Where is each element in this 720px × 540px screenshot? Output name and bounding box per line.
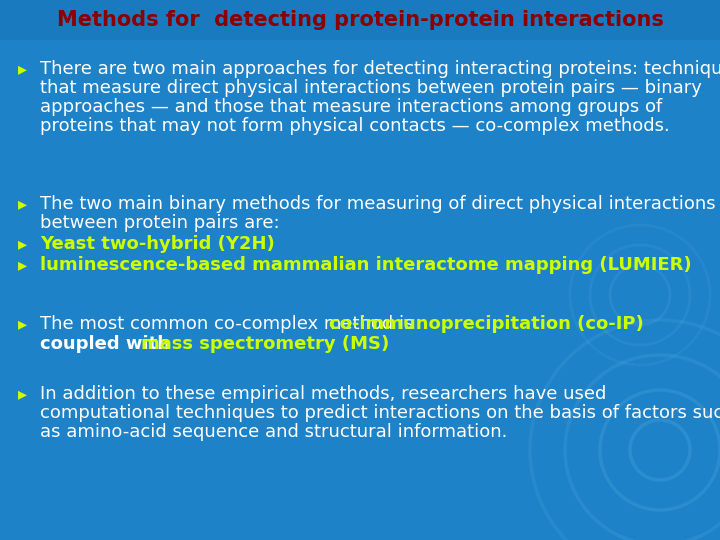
Text: The most common co-complex method is: The most common co-complex method is — [40, 315, 419, 333]
Text: coupled with: coupled with — [40, 335, 176, 353]
Text: that measure direct physical interactions between protein pairs — binary: that measure direct physical interaction… — [40, 79, 702, 97]
Text: computational techniques to predict interactions on the basis of factors such: computational techniques to predict inte… — [40, 404, 720, 422]
Text: between protein pairs are:: between protein pairs are: — [40, 214, 279, 232]
Text: ▸: ▸ — [18, 385, 27, 403]
Text: Yeast two-hybrid (Y2H): Yeast two-hybrid (Y2H) — [40, 235, 275, 253]
Text: In addition to these empirical methods, researchers have used: In addition to these empirical methods, … — [40, 385, 606, 403]
Text: ▸: ▸ — [18, 315, 27, 333]
Bar — [0, 0, 720, 40]
Text: Methods for  detecting protein-protein interactions: Methods for detecting protein-protein in… — [57, 10, 663, 30]
Text: approaches — and those that measure interactions among groups of: approaches — and those that measure inte… — [40, 98, 662, 116]
Text: mass spectrometry (MS): mass spectrometry (MS) — [141, 335, 390, 353]
Text: The two main binary methods for measuring of direct physical interactions: The two main binary methods for measurin… — [40, 195, 716, 213]
Text: luminescence-based mammalian interactome mapping (LUMIER): luminescence-based mammalian interactome… — [40, 256, 692, 274]
Text: proteins that may not form physical contacts — co-complex methods.: proteins that may not form physical cont… — [40, 117, 670, 135]
Text: There are two main approaches for detecting interacting proteins: techniques: There are two main approaches for detect… — [40, 60, 720, 78]
Text: ▸: ▸ — [18, 256, 27, 274]
Text: ▸: ▸ — [18, 60, 27, 78]
Text: co-immunoprecipitation (co-IP): co-immunoprecipitation (co-IP) — [328, 315, 644, 333]
Text: ▸: ▸ — [18, 195, 27, 213]
Text: ▸: ▸ — [18, 235, 27, 253]
Text: as amino-acid sequence and structural information.: as amino-acid sequence and structural in… — [40, 423, 508, 441]
